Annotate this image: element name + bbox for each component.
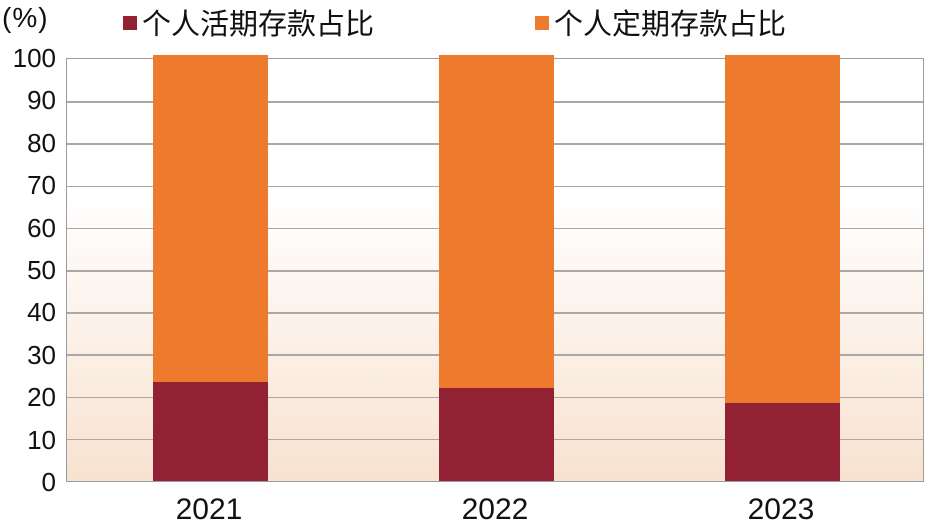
x-axis-tick-label: 2023 (747, 493, 815, 526)
bar-segment-demand-deposits (152, 381, 268, 481)
y-axis-unit-label: (%) (2, 2, 49, 33)
legend-label-demand-deposits: 个人活期存款占比 (142, 9, 375, 41)
legend-item-demand-deposits: 个人活期存款占比 (123, 3, 374, 41)
bar-segment-time-deposits (724, 55, 840, 403)
bar-segment-demand-deposits (438, 387, 554, 481)
legend-label-time-deposits: 个人定期存款占比 (554, 9, 787, 41)
y-axis-tick-label: 0 (41, 467, 56, 497)
x-axis: 2021 2022 2023 (0, 492, 927, 528)
y-axis-tick-label: 70 (27, 170, 56, 201)
y-axis-tick-label: 30 (27, 339, 56, 370)
plot-area (66, 55, 924, 482)
bar-segment-time-deposits (152, 55, 268, 382)
y-axis-tick-label: 50 (27, 255, 56, 285)
legend-swatch-demand-deposits (123, 16, 137, 30)
y-axis-tick-label: 90 (27, 85, 56, 116)
y-axis-tick-label: 20 (27, 382, 56, 413)
stacked-bar-2022 (438, 55, 554, 481)
y-axis-tick-label: 100 (12, 43, 56, 73)
y-axis-tick-label: 40 (27, 297, 56, 328)
legend-item-time-deposits: 个人定期存款占比 (535, 3, 786, 41)
y-axis-tick-label: 10 (27, 424, 56, 455)
x-axis-tick-label: 2022 (461, 493, 529, 526)
legend-swatch-time-deposits (535, 16, 549, 30)
stacked-bar-2021 (152, 55, 268, 481)
y-axis: 0 10 20 30 40 50 60 70 80 90 100 (0, 45, 56, 495)
y-axis-tick-label: 80 (27, 127, 56, 158)
stacked-bar-2023 (724, 55, 840, 481)
bar-segment-demand-deposits (724, 402, 840, 481)
y-axis-tick-label: 60 (27, 212, 56, 243)
x-axis-tick-label: 2021 (175, 493, 243, 526)
bar-segment-time-deposits (438, 55, 554, 388)
